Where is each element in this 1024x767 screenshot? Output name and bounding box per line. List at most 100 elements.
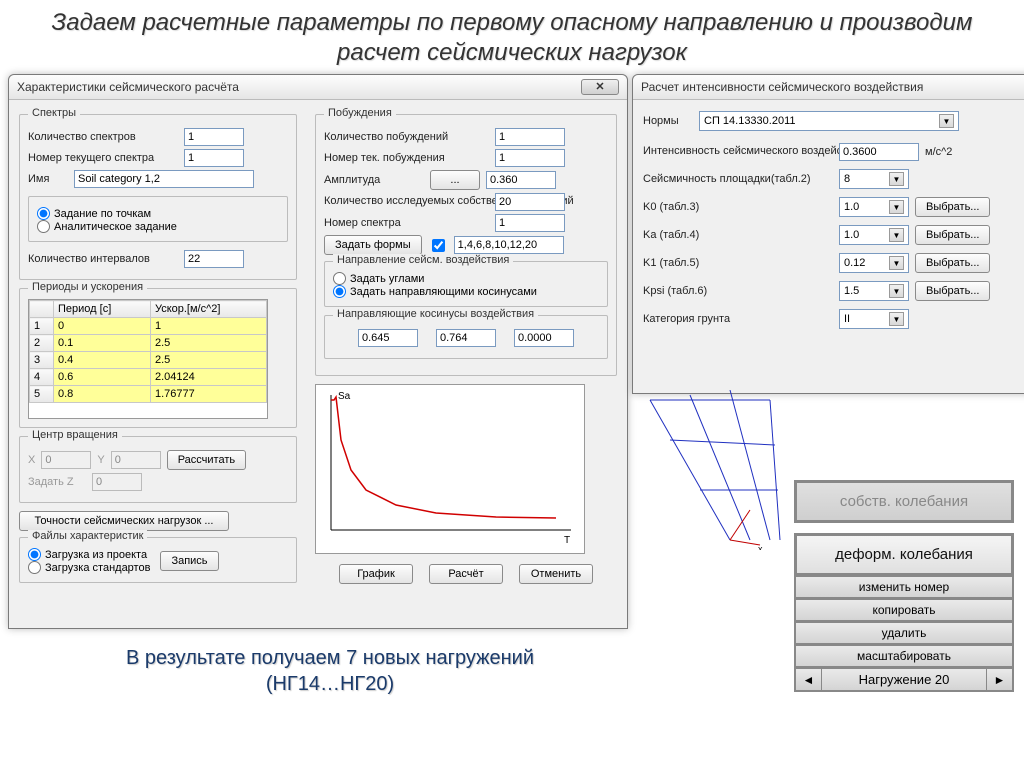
label: Kpsi (табл.6) (643, 285, 833, 297)
group-cosines: Направляющие косинусы воздействия (324, 315, 608, 359)
chevron-down-icon: ▼ (889, 200, 904, 214)
radio-points[interactable]: Задание по точкам (37, 207, 279, 220)
copy-button[interactable]: копировать (794, 599, 1014, 622)
spectrum-name-input[interactable] (74, 170, 254, 188)
cos1-input[interactable] (358, 329, 418, 347)
dialog-title: Расчет интенсивности сейсмического возде… (641, 80, 923, 94)
spectra-count-input[interactable] (184, 128, 244, 146)
prev-load-button[interactable]: ◄ (796, 669, 822, 690)
dialog-title: Характеристики сейсмического расчёта (17, 80, 239, 94)
label: Интенсивность сейсмического воздействия (643, 145, 833, 158)
group-files: Файлы характеристик Загрузка из проекта … (19, 537, 297, 583)
scale-button[interactable]: масштабировать (794, 645, 1014, 668)
intervals-input[interactable] (184, 250, 244, 268)
cos3-input[interactable] (514, 329, 574, 347)
delete-button[interactable]: удалить (794, 622, 1014, 645)
norms-select[interactable]: СП 14.13330.2011▼ (699, 111, 959, 131)
next-load-button[interactable]: ► (986, 669, 1012, 690)
group-label: Спектры (28, 107, 80, 119)
calc-button[interactable]: Расчёт (429, 564, 503, 584)
group-label: Побуждения (324, 107, 396, 119)
label: Сейсмичность площадки(табл.2) (643, 173, 833, 185)
group-label: Периоды и ускорения (28, 281, 147, 293)
k0-choose-button[interactable]: Выбрать... (915, 197, 990, 217)
chevron-down-icon: ▼ (889, 256, 904, 270)
chevron-down-icon: ▼ (889, 312, 904, 326)
slide-title: Задаем расчетные параметры по первому оп… (0, 0, 1024, 74)
ka-choose-button[interactable]: Выбрать... (915, 225, 990, 245)
label: Номер тек. побуждения (324, 152, 489, 164)
group-spectra: Спектры Количество спектров Номер текуще… (19, 114, 297, 280)
save-button[interactable]: Запись (160, 551, 218, 571)
cancel-button[interactable]: Отменить (519, 564, 593, 584)
label: Амплитуда (324, 174, 424, 186)
current-spectrum-input[interactable] (184, 149, 244, 167)
calc-center-button[interactable]: Рассчитать (167, 450, 246, 470)
load-navigator: ◄ Нагружение 20 ► (794, 668, 1014, 692)
chevron-down-icon: ▼ (889, 228, 904, 242)
label: Y (97, 454, 104, 466)
label: K1 (табл.5) (643, 257, 833, 269)
label: Количество интервалов (28, 253, 178, 265)
group-label: Файлы характеристик (28, 530, 147, 542)
group-excitations: Побуждения Количество побуждений Номер т… (315, 114, 617, 376)
deform-button[interactable]: деформ. колебания (794, 533, 1014, 576)
sa-curve (331, 397, 556, 518)
radio-cosines[interactable]: Задать направляющими косинусами (333, 285, 599, 298)
dialog-seismic-characteristics: Характеристики сейсмического расчёта ✕ С… (8, 74, 628, 629)
chevron-down-icon: ▼ (939, 114, 954, 128)
amp-browse-button[interactable]: ... (430, 170, 480, 190)
x-input (41, 451, 91, 469)
label: K0 (табл.3) (643, 201, 833, 213)
group-periods: Периоды и ускорения Период [c] Ускор.[м/… (19, 288, 297, 428)
eig-input[interactable] (495, 193, 565, 211)
graph-button[interactable]: График (339, 564, 413, 584)
label: Номер спектра (324, 217, 489, 229)
kpsi-select[interactable]: 1.5▼ (839, 281, 909, 301)
spec-no-input[interactable] (495, 214, 565, 232)
label: Категория грунта (643, 313, 833, 325)
kpsi-choose-button[interactable]: Выбрать... (915, 281, 990, 301)
periods-table[interactable]: Период [c] Ускор.[м/с^2] 101 20.12.5 30.… (28, 299, 268, 419)
group-label: Направляющие косинусы воздействия (333, 308, 538, 320)
radio-load-standards[interactable]: Загрузка стандартов (28, 561, 150, 574)
radio-load-project[interactable]: Загрузка из проекта (28, 548, 150, 561)
excit-count-input[interactable] (495, 128, 565, 146)
titlebar: Характеристики сейсмического расчёта ✕ (9, 75, 627, 100)
k1-choose-button[interactable]: Выбрать... (915, 253, 990, 273)
radio-angles[interactable]: Задать углами (333, 272, 599, 285)
seismicity-select[interactable]: 8▼ (839, 169, 909, 189)
forms-input[interactable] (454, 236, 564, 254)
group-label: Центр вращения (28, 429, 122, 441)
k1-select[interactable]: 0.12▼ (839, 253, 909, 273)
ka-select[interactable]: 1.0▼ (839, 225, 909, 245)
radio-analytic[interactable]: Аналитическое задание (37, 220, 279, 233)
sa-axis-label: Sa (338, 391, 351, 402)
group-rotation-center: Центр вращения X Y Рассчитать Задать Z (19, 436, 297, 503)
eigen-button[interactable]: собств. колебания (794, 480, 1014, 523)
col-accel: Ускор.[м/с^2] (150, 301, 266, 318)
cos2-input[interactable] (436, 329, 496, 347)
sa-chart: Sa T (315, 384, 585, 554)
change-number-button[interactable]: изменить номер (794, 576, 1014, 599)
soilcat-select[interactable]: II▼ (839, 309, 909, 329)
forms-checkbox[interactable] (432, 239, 445, 252)
excit-current-input[interactable] (495, 149, 565, 167)
chevron-down-icon: ▼ (889, 172, 904, 186)
titlebar: Расчет интенсивности сейсмического возде… (633, 75, 1024, 100)
y-input (111, 451, 161, 469)
label: X (28, 454, 35, 466)
t-axis-label: T (564, 535, 570, 546)
label: Количество спектров (28, 131, 178, 143)
side-panel: собств. колебания деформ. колебания изме… (794, 480, 1014, 692)
amp-input[interactable] (486, 171, 556, 189)
close-icon[interactable]: ✕ (581, 79, 619, 95)
set-forms-button[interactable]: Задать формы (324, 235, 422, 255)
precision-button[interactable]: Точности сейсмических нагрузок ... (19, 511, 229, 531)
label: Задать Z (28, 476, 86, 488)
k0-select[interactable]: 1.0▼ (839, 197, 909, 217)
chevron-down-icon: ▼ (889, 284, 904, 298)
label: Количество побуждений (324, 131, 489, 143)
intensity-input[interactable] (839, 143, 919, 161)
current-load-label: Нагружение 20 (822, 669, 986, 690)
